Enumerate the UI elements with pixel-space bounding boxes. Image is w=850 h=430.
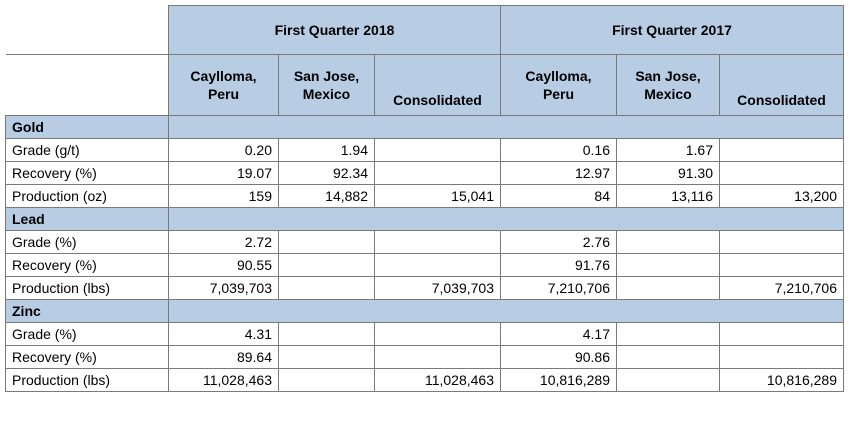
row-label: Production (lbs) bbox=[5, 276, 169, 300]
table-row: Recovery (%) 89.64 90.86 bbox=[5, 345, 844, 369]
table-cell bbox=[278, 253, 375, 277]
section-title: Lead bbox=[5, 207, 169, 231]
col-header-sanjose-2017: San Jose, Mexico bbox=[616, 54, 720, 116]
table-row: Production (lbs) 11,028,463 11,028,463 10,8… bbox=[5, 368, 844, 392]
table-cell: 90.86 bbox=[500, 345, 617, 369]
table-cell: 2.72 bbox=[168, 230, 279, 254]
table-row: Production (lbs) 7,039,703 7,039,703 7,210,… bbox=[5, 276, 844, 300]
table-cell: 15,041 bbox=[374, 184, 501, 208]
table-cell bbox=[278, 345, 375, 369]
table-cell: 84 bbox=[500, 184, 617, 208]
row-label: Production (oz) bbox=[5, 184, 169, 208]
col-header-consolidated-2017: Consolidated bbox=[719, 54, 844, 116]
table-cell: 159 bbox=[168, 184, 279, 208]
table-cell bbox=[719, 161, 844, 185]
row-label: Grade (%) bbox=[5, 322, 169, 346]
table-cell bbox=[278, 230, 375, 254]
col-header-consolidated-2018: Consolidated bbox=[374, 54, 501, 116]
section-title: Gold bbox=[5, 115, 169, 139]
group-header-2018: First Quarter 2018 bbox=[168, 5, 501, 55]
table-cell: 92.34 bbox=[278, 161, 375, 185]
table-cell bbox=[719, 230, 844, 254]
section-header-filler bbox=[168, 207, 844, 231]
table-row: Recovery (%) 19.07 92.34 12.97 91.30 bbox=[5, 161, 844, 185]
table-cell: 91.30 bbox=[616, 161, 720, 185]
table-cell: 11,028,463 bbox=[374, 368, 501, 392]
section-header-filler bbox=[168, 115, 844, 139]
row-label: Recovery (%) bbox=[5, 345, 169, 369]
table-cell bbox=[719, 322, 844, 346]
table-row: Grade (%) 4.31 4.17 bbox=[5, 322, 844, 346]
section-header-row: Lead bbox=[5, 207, 844, 231]
group-header-row: First Quarter 2018 First Quarter 2017 bbox=[5, 5, 844, 55]
table-row: Recovery (%) 90.55 91.76 bbox=[5, 253, 844, 277]
row-label: Grade (%) bbox=[5, 230, 169, 254]
table-row: Grade (g/t) 0.20 1.94 0.16 1.67 bbox=[5, 138, 844, 162]
col-header-sanjose-2018: San Jose, Mexico bbox=[278, 54, 375, 116]
table-cell bbox=[719, 345, 844, 369]
table-cell: 13,200 bbox=[719, 184, 844, 208]
table-cell bbox=[374, 253, 501, 277]
production-table: First Quarter 2018 First Quarter 2017 Ca… bbox=[5, 5, 844, 392]
table-cell: 14,882 bbox=[278, 184, 375, 208]
table-row: Production (oz) 159 14,882 15,041 84 13,116 13… bbox=[5, 184, 844, 208]
table-cell: 13,116 bbox=[616, 184, 720, 208]
table-cell: 7,210,706 bbox=[719, 276, 844, 300]
table-cell: 10,816,289 bbox=[500, 368, 617, 392]
table-cell bbox=[278, 276, 375, 300]
column-header-row: Caylloma, Peru San Jose, Mexico Consolidat… bbox=[5, 54, 844, 116]
table-cell: 11,028,463 bbox=[168, 368, 279, 392]
table-cell bbox=[616, 345, 720, 369]
row-label: Grade (g/t) bbox=[5, 138, 169, 162]
row-label: Recovery (%) bbox=[5, 161, 169, 185]
table-cell bbox=[616, 322, 720, 346]
col-header-caylloma-2017: Caylloma, Peru bbox=[500, 54, 617, 116]
table-cell bbox=[374, 345, 501, 369]
table-cell bbox=[616, 368, 720, 392]
corner-cell bbox=[5, 54, 169, 116]
section-header-row: Gold bbox=[5, 115, 844, 139]
table-row: Grade (%) 2.72 2.76 bbox=[5, 230, 844, 254]
table-cell: 0.20 bbox=[168, 138, 279, 162]
row-label: Production (lbs) bbox=[5, 368, 169, 392]
table-cell: 4.31 bbox=[168, 322, 279, 346]
corner-cell bbox=[5, 5, 169, 55]
col-header-caylloma-2018: Caylloma, Peru bbox=[168, 54, 279, 116]
table-cell: 4.17 bbox=[500, 322, 617, 346]
table-cell: 1.67 bbox=[616, 138, 720, 162]
table-cell bbox=[374, 161, 501, 185]
table-cell: 1.94 bbox=[278, 138, 375, 162]
table-cell bbox=[374, 230, 501, 254]
table-cell: 91.76 bbox=[500, 253, 617, 277]
table-cell: 89.64 bbox=[168, 345, 279, 369]
group-header-2017: First Quarter 2017 bbox=[500, 5, 844, 55]
section-header-row: Zinc bbox=[5, 299, 844, 323]
table-cell bbox=[616, 276, 720, 300]
table-cell: 12.97 bbox=[500, 161, 617, 185]
table-cell: 19.07 bbox=[168, 161, 279, 185]
table-cell bbox=[278, 322, 375, 346]
table-cell: 10,816,289 bbox=[719, 368, 844, 392]
table-cell bbox=[278, 368, 375, 392]
table-cell bbox=[616, 253, 720, 277]
table-cell: 7,039,703 bbox=[168, 276, 279, 300]
section-header-filler bbox=[168, 299, 844, 323]
table-cell bbox=[719, 138, 844, 162]
table-cell bbox=[616, 230, 720, 254]
table-cell: 7,210,706 bbox=[500, 276, 617, 300]
section-title: Zinc bbox=[5, 299, 169, 323]
row-label: Recovery (%) bbox=[5, 253, 169, 277]
table-cell: 0.16 bbox=[500, 138, 617, 162]
table-cell: 7,039,703 bbox=[374, 276, 501, 300]
table-cell: 90.55 bbox=[168, 253, 279, 277]
table-cell bbox=[374, 138, 501, 162]
table-cell bbox=[719, 253, 844, 277]
table-cell: 2.76 bbox=[500, 230, 617, 254]
table-cell bbox=[374, 322, 501, 346]
